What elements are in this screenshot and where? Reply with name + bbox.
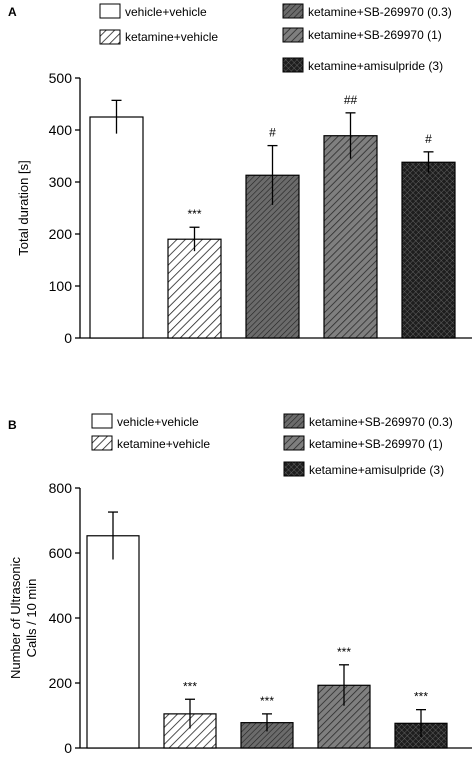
legend-b-label-1: ketamine+vehicle	[117, 437, 210, 451]
y-tick-label-a-4: 400	[49, 122, 73, 138]
bar-b-0	[86, 535, 140, 749]
y-tick-label-a-2: 200	[49, 226, 73, 242]
legend-b-label-4: ketamine+amisulpride (3)	[309, 463, 444, 477]
legend-b-swatch-4	[283, 461, 305, 477]
y-tick-label-b-1: 200	[49, 675, 73, 691]
legend-b-label-3: ketamine+SB-269970 (1)	[309, 437, 443, 451]
legend-b-swatch-0	[91, 413, 113, 429]
bar-a-1	[167, 238, 222, 339]
legend-a-label-4: ketamine+amisulpride (3)	[308, 59, 443, 73]
legend-b-label-2: ketamine+SB-269970 (0.3)	[309, 415, 453, 429]
bar-a-0	[89, 116, 144, 339]
legend-a-label-2: ketamine+SB-269970 (0.3)	[308, 5, 452, 19]
y-tick-label-a-0: 0	[64, 330, 72, 346]
y-tick-label-a-5: 500	[49, 70, 73, 86]
legend-a-label-3: ketamine+SB-269970 (1)	[308, 28, 442, 42]
significance-b-1: ***	[183, 679, 197, 693]
bar-a-4	[401, 161, 456, 339]
significance-a-2: #	[269, 126, 276, 140]
significance-a-1: ***	[187, 207, 201, 221]
significance-b-2: ***	[260, 694, 274, 708]
legend-b: vehicle+vehicle ketamine+vehicle ketamin…	[91, 413, 453, 477]
significance-b-3: ***	[337, 645, 351, 659]
panel-label-a: A	[8, 5, 17, 19]
y-axis-title-line: Number of Ultrasonic	[8, 556, 23, 679]
significance-a-3: ##	[344, 93, 358, 107]
legend-b-label-0: vehicle+vehicle	[117, 415, 199, 429]
panel-label-b: B	[8, 418, 17, 432]
legend-a-swatch-1	[99, 29, 121, 45]
significance-b-4: ***	[414, 690, 428, 704]
legend-a-swatch-4	[282, 57, 304, 73]
y-tick-label-b-0: 0	[64, 740, 72, 756]
bar-a-3	[323, 135, 378, 339]
legend-b-swatch-2	[283, 413, 305, 429]
legend-b-swatch-1	[91, 435, 113, 451]
significance-a-4: #	[425, 132, 432, 146]
legend-a-swatch-3	[282, 27, 304, 43]
legend-a-swatch-2	[282, 3, 304, 19]
y-tick-label-b-4: 800	[49, 480, 73, 496]
y-axis-title-line: Calls / 10 min	[24, 579, 39, 658]
y-axis-title-b: Number of UltrasonicCalls / 10 min	[8, 556, 39, 679]
y-tick-label-b-2: 400	[49, 610, 73, 626]
legend-a-swatch-0	[99, 3, 121, 19]
legend-b-swatch-3	[283, 435, 305, 451]
y-tick-label-b-3: 600	[49, 545, 73, 561]
legend-a-label-0: vehicle+vehicle	[125, 5, 207, 19]
plot-b: 0 200 400 600 800 Number of UltrasonicCalls /…	[8, 480, 472, 756]
y-axis-title-a: Total duration [s]	[16, 160, 31, 255]
y-tick-label-a-3: 300	[49, 174, 73, 190]
y-axis-title-line: Total duration [s]	[16, 160, 31, 255]
legend-a-label-1: ketamine+vehicle	[125, 30, 218, 44]
legend-a: vehicle+vehicle ketamine+vehicle ketamin…	[99, 3, 452, 73]
y-tick-label-a-1: 100	[49, 278, 73, 294]
